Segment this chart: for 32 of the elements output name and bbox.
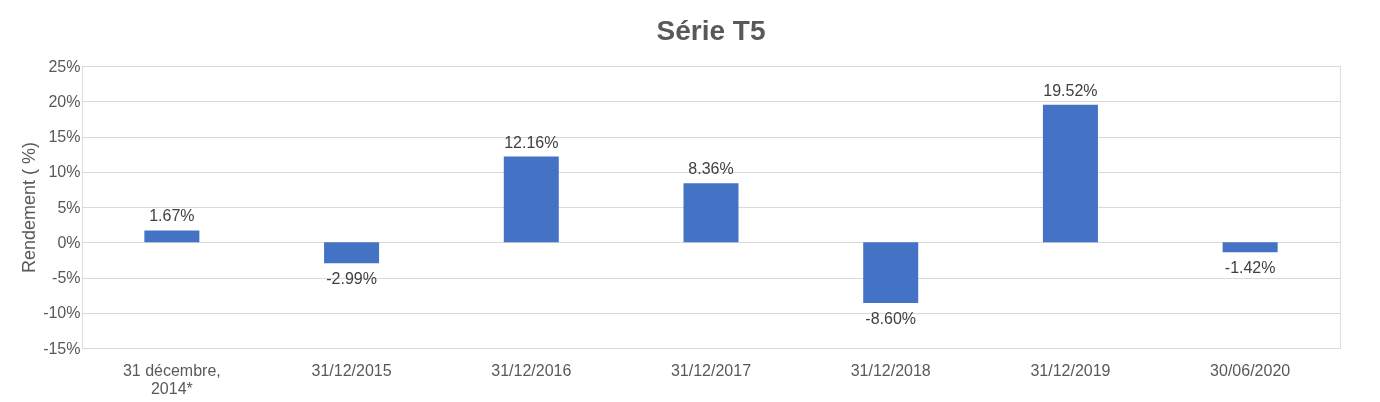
x-tick-label: 31/12/2017 <box>670 361 752 379</box>
bar <box>324 242 380 264</box>
x-tick-label: 30/06/2020 <box>1210 361 1291 379</box>
y-axis-title: Rendement ( %) <box>19 141 40 274</box>
chart-title: Série T5 <box>656 15 766 46</box>
bar <box>863 242 919 303</box>
x-tick-label: 31 décembre, 2014* <box>122 361 221 397</box>
data-label: 19.52% <box>1043 81 1098 99</box>
bar <box>1042 104 1098 243</box>
y-tick-label: 20% <box>48 92 81 110</box>
data-label: -2.99% <box>326 270 377 288</box>
y-tick-label: -5% <box>52 269 81 286</box>
bar <box>683 183 739 243</box>
bar <box>1222 242 1278 253</box>
x-tick-label: 31/12/2015 <box>311 361 392 379</box>
y-tick-label: -10% <box>43 304 81 322</box>
y-tick-label: 10% <box>48 163 81 181</box>
y-tick-label: 0% <box>57 233 81 251</box>
x-tick-label: 31/12/2016 <box>491 361 572 379</box>
x-tick-label: 31/12/2018 <box>850 361 931 379</box>
y-tick-label: -15% <box>43 339 81 357</box>
y-tick-label: 25% <box>48 57 81 75</box>
data-label: -1.42% <box>1224 259 1276 277</box>
data-label: 8.36% <box>688 160 734 178</box>
data-label: 1.67% <box>149 207 195 225</box>
y-tick-label: 15% <box>48 128 81 145</box>
y-tick-label: 5% <box>57 198 81 216</box>
bar <box>144 230 200 243</box>
bar <box>503 156 559 243</box>
x-tick-label: 31/12/2019 <box>1030 361 1111 379</box>
data-label: -8.60% <box>865 309 917 327</box>
data-label: 12.16% <box>504 133 559 151</box>
